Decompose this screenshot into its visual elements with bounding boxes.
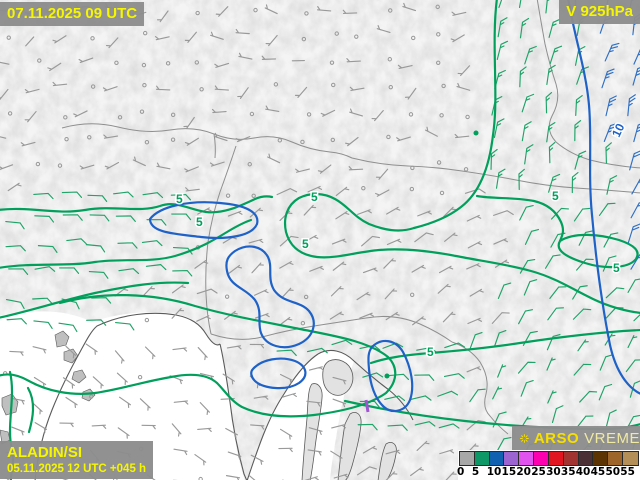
colorbar-tick: 35 xyxy=(560,466,576,478)
colorbar-swatch xyxy=(593,452,609,465)
colorbar-tick: 40 xyxy=(575,466,591,478)
colorbar-swatch xyxy=(489,452,505,465)
colorbar-swatch xyxy=(563,452,579,465)
colorbar-tick: 20 xyxy=(516,466,531,478)
colorbar-swatch xyxy=(519,452,535,465)
colorbar-tick: 55 xyxy=(620,466,635,478)
colorbar-tick: 15 xyxy=(501,466,517,478)
valid-time-label: 07.11.2025 09 UTC xyxy=(7,5,138,22)
colorbar-tick: 50 xyxy=(605,466,621,478)
colorbar-swatch xyxy=(460,452,475,465)
wind-speed-colorbar: 0 5 10 15 20 25 30 35 40 45 50 55 xyxy=(457,450,640,480)
colorbar-swatch xyxy=(534,452,549,465)
product-name: VREME xyxy=(584,429,640,447)
model-box: ALADIN/SI 05.11.2025 12 UTC +045 h xyxy=(0,441,154,479)
colorbar-tick: 45 xyxy=(590,466,606,478)
colorbar-swatch xyxy=(623,452,638,465)
isotach-label: 5 xyxy=(311,190,318,204)
sun-icon xyxy=(520,433,529,443)
isotach-label: 5 xyxy=(427,345,434,359)
isotach-label: 5 xyxy=(196,215,203,229)
valid-time-box: 07.11.2025 09 UTC xyxy=(0,2,145,26)
colorbar-swatch xyxy=(608,452,624,465)
colorbar-swatch xyxy=(548,452,564,465)
model-run-info: 05.11.2025 12 UTC +045 h xyxy=(7,462,147,475)
colorbar-tick: 0 xyxy=(457,466,465,478)
colorbar-tick: 30 xyxy=(546,466,561,478)
colorbar-swatches xyxy=(459,451,639,466)
colorbar-swatch xyxy=(504,452,520,465)
colorbar-tick: 25 xyxy=(531,466,546,478)
isotach-label: 5 xyxy=(613,261,620,275)
colorbar-swatch xyxy=(474,452,490,465)
level-box: V 925hPa xyxy=(559,0,640,24)
isotach-label: 5 xyxy=(302,237,309,251)
isotach-label: 5 xyxy=(552,189,559,203)
arso-vreme-logo: ARSO VREME xyxy=(512,426,640,450)
colorbar-tick: 10 xyxy=(486,466,502,478)
isotach-label: 5 xyxy=(176,192,183,206)
colorbar-tick: 5 xyxy=(471,466,480,478)
level-label: V 925hPa xyxy=(566,3,633,20)
agency-name: ARSO xyxy=(533,429,580,447)
model-name: ALADIN/SI xyxy=(7,444,82,462)
colorbar-swatch xyxy=(578,452,594,465)
colorbar-ticks: 0 5 10 15 20 25 30 35 40 45 50 55 xyxy=(457,466,640,478)
